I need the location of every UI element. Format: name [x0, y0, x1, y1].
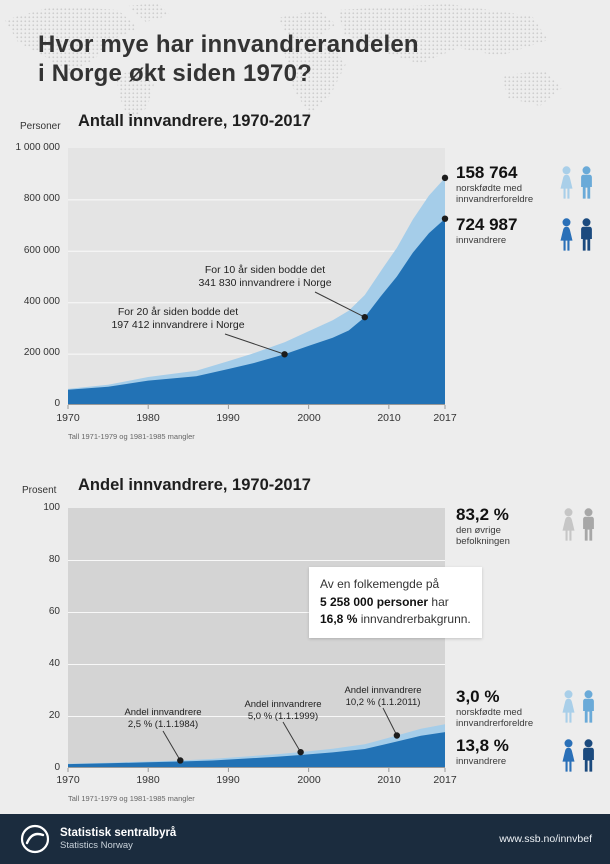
footer-bar: Statistisk sentralbyrå Statistics Norway…	[0, 814, 610, 864]
chart2-y-tick: 100	[43, 502, 60, 513]
stat-innvandrere-antall: 724 987 innvandrere	[456, 215, 517, 246]
people-pair-icon-gray	[562, 508, 594, 541]
stat-norskfodte-andel: 3,0 % norskfødte med innvandrerforeldre	[456, 687, 533, 729]
infobox-text: innvandrerbakgrunn.	[357, 612, 471, 626]
stat-value: 158 764	[456, 163, 518, 182]
annotation-line: 10,2 % (1.1.2011)	[345, 696, 421, 708]
annotation-line: 197 412 innvandrere i Norge	[111, 319, 245, 331]
population-infobox: Av en folkemengde på 5 258 000 personer …	[309, 567, 482, 638]
chart2-x-tick: 2010	[377, 774, 401, 786]
footer-org-name: Statistisk sentralbyrå	[60, 827, 177, 839]
people-pair-icon-light	[560, 166, 592, 199]
annotation-line: For 10 år siden bodde det	[204, 264, 326, 276]
world-map-background	[5, 3, 562, 120]
chart2-y-tick: 40	[48, 658, 60, 669]
footer-org-block: Statistisk sentralbyrå Statistics Norway	[60, 826, 176, 852]
annotation-line: For 20 år siden bodde det	[117, 306, 239, 318]
stat-label: den øvrige	[456, 525, 501, 536]
annotation-line: Andel innvandrere	[344, 685, 422, 696]
stat-label: norskfødte med	[456, 707, 522, 718]
infobox-bold-population: 5 258 000 personer	[320, 594, 429, 609]
stat-value: 3,0 %	[456, 687, 500, 706]
stat-innvandrere-andel: 13,8 % innvandrere	[456, 736, 509, 767]
chart2-x-tick: 1980	[136, 774, 160, 786]
chart1-x-tick: 1970	[56, 412, 80, 424]
chart1-y-tick: 800 000	[23, 193, 60, 204]
chart2-x-tick: 2000	[297, 774, 321, 786]
infobox-text: har	[428, 594, 449, 609]
stat-value: 13,8 %	[456, 736, 509, 755]
chart2-unit-label: Prosent	[22, 485, 57, 496]
page-title-line2: i Norge økt siden 1970?	[38, 60, 313, 87]
page-title: Hvor mye har innvandrerandelen i Norge ø…	[38, 30, 419, 88]
chart2-y-tick: 0	[54, 762, 60, 773]
chart2-annotation-1984: Andel innvandrere 2,5 % (1.1.1984)	[98, 707, 228, 730]
chart2-y-tick: 60	[48, 606, 60, 617]
annotation-line: 341 830 innvandrere i Norge	[198, 277, 332, 289]
chart1-unit-label: Personer	[20, 121, 61, 132]
stat-label: innvandrere	[456, 235, 507, 246]
people-pair-icon-light	[562, 690, 594, 723]
people-pair-icon-dark	[562, 739, 594, 772]
infobox-line2: 5 258 000 personer har	[320, 594, 471, 612]
chart2-annotation-1999: Andel innvandrere 5,0 % (1.1.1999)	[218, 699, 348, 722]
chart2-y-tick: 80	[48, 554, 60, 565]
chart2-footnote: Tall 1971-1979 og 1981-1985 mangler	[68, 794, 195, 803]
stat-value: 724 987	[456, 215, 518, 234]
people-pair-icon-dark	[560, 218, 592, 251]
chart1-x-tick: 2017	[433, 412, 457, 424]
chart1-x-tick: 2010	[377, 412, 401, 424]
ssb-logo-icon	[20, 824, 50, 854]
chart2-area-plot	[67, 508, 446, 772]
chart1-area-plot	[67, 148, 449, 409]
chart1-footnote: Tall 1971-1979 og 1981-1985 mangler	[68, 432, 195, 441]
stat-label: norskfødte med	[456, 183, 522, 194]
chart1-y-tick: 1 000 000	[15, 142, 61, 153]
annotation-line: Andel innvandrere	[124, 707, 202, 718]
infobox-bold-percent: 16,8 %	[320, 612, 358, 626]
chart1-y-tick: 200 000	[23, 347, 60, 358]
chart1-y-tick: 600 000	[23, 245, 60, 256]
stat-value: 83,2 %	[456, 505, 509, 524]
chart1-x-tick: 1990	[216, 412, 240, 424]
chart2-y-tick: 20	[48, 710, 60, 721]
page-title-line1: Hvor mye har innvandrerandelen	[38, 31, 419, 58]
chart1-y-tick: 400 000	[23, 296, 60, 307]
chart2-annotation-2011: Andel innvandrere 10,2 % (1.1.2011)	[318, 685, 448, 708]
chart2-x-tick: 1990	[216, 774, 240, 786]
chart1-x-tick: 1980	[136, 412, 160, 424]
infobox-line3: 16,8 % innvandrerbakgrunn.	[320, 611, 471, 629]
chart2-x-tick: 1970	[56, 774, 80, 786]
stat-label: innvandrerforeldre	[456, 718, 534, 729]
stat-label: befolkningen	[456, 536, 510, 547]
stat-label: innvandrerforeldre	[456, 194, 534, 205]
stat-ovrige-befolkning: 83,2 % den øvrige befolkningen	[456, 505, 510, 547]
chart1-annotation-20yr: For 20 år siden bodde det 197 412 innvan…	[83, 306, 273, 332]
infobox-line1: Av en folkemengde på	[320, 577, 440, 591]
chart1-y-tick: 0	[54, 398, 60, 409]
annotation-line: Andel innvandrere	[244, 699, 322, 710]
chart2-title: Andel innvandrere, 1970-2017	[78, 476, 311, 494]
stat-label: innvandrere	[456, 756, 507, 767]
footer-url-link[interactable]: www.ssb.no/innvbef	[499, 833, 592, 845]
annotation-line: 2,5 % (1.1.1984)	[127, 718, 199, 730]
annotation-line: 5,0 % (1.1.1999)	[247, 710, 319, 722]
chart2-x-tick: 2017	[433, 774, 457, 786]
stat-norskfodte-antall: 158 764 norskfødte med innvandrerforeldr…	[456, 163, 533, 205]
chart1-x-tick: 2000	[297, 412, 321, 424]
footer-org-name-en: Statistics Norway	[60, 840, 133, 851]
chart1-title: Antall innvandrere, 1970-2017	[78, 112, 311, 130]
chart1-annotation-10yr: For 10 år siden bodde det 341 830 innvan…	[155, 264, 375, 290]
